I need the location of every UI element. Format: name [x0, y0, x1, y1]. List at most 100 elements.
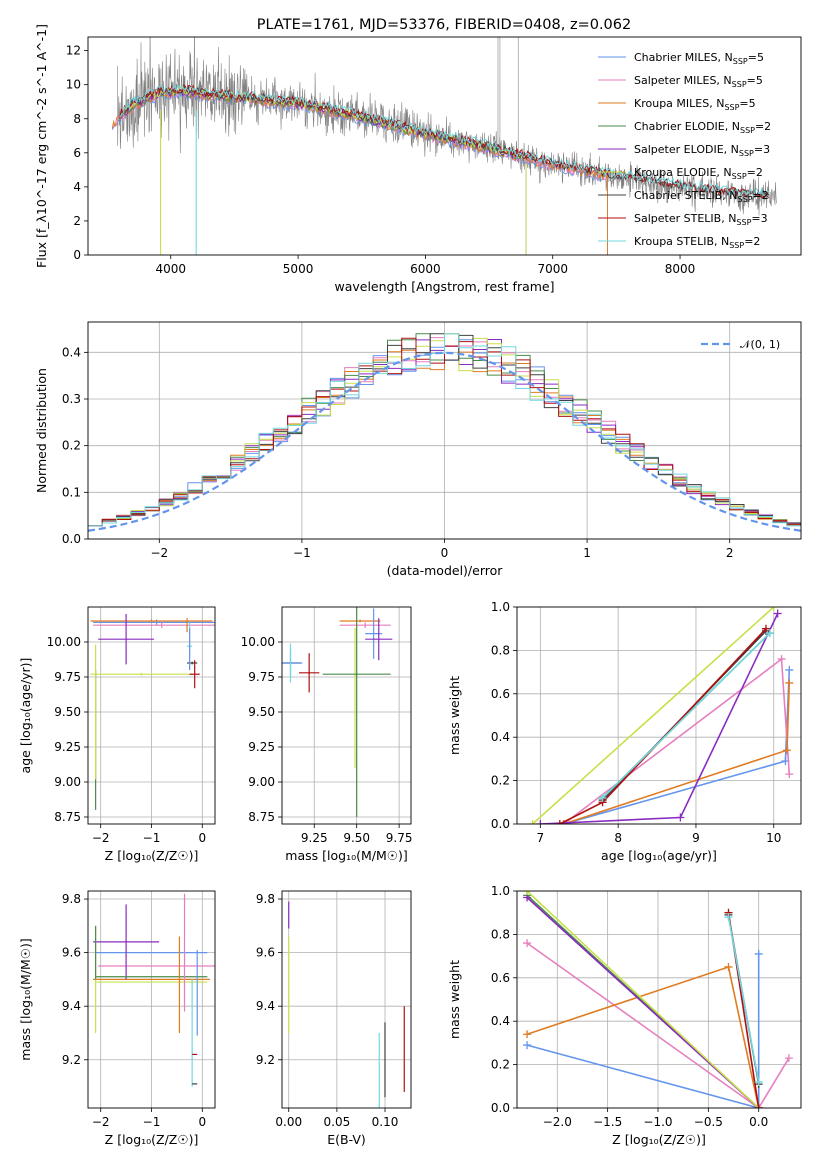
- residuals-frame: [87, 321, 802, 540]
- residuals-ytick-label: 0.1: [62, 485, 81, 499]
- residuals-xlabel: (data-model)/error: [387, 563, 504, 578]
- weight-point: [784, 1054, 793, 1063]
- weight-point: [724, 962, 733, 971]
- weight-vs-Z-ytick-label: 0.0: [491, 1101, 510, 1115]
- legend-entry: Salpeter STELIB, NSSP=3: [634, 212, 768, 227]
- spectrum-ytick-label: 4: [73, 180, 81, 194]
- spectrum-ytick-label: 0: [73, 248, 81, 262]
- spectrum-xlabel: wavelength [Angstrom, rest frame]: [334, 279, 554, 294]
- mass-vs-Z-panel: −2 −1 0 9.2 9.4 9.6 9.8 Z [log₁₀(Z/Z☉)] mass [lo…: [18, 890, 216, 1147]
- spectrum-xtick-label: 4000: [155, 262, 186, 276]
- residuals-ylabel: Normed distribution: [34, 368, 49, 493]
- weight-vs-Z-xtick-label: 0.0: [749, 1115, 768, 1129]
- mass-vs-EBV-xtick-label: 0.05: [324, 1115, 351, 1129]
- weight-vs-age-ytick-label: 0.2: [491, 774, 510, 788]
- weight-vs-age-frame: [516, 606, 802, 825]
- spectrum-xtick-label: 6000: [410, 262, 441, 276]
- weight-point: [765, 629, 774, 638]
- spectrum-title: PLATE=1761, MJD=53376, FIBERID=0408, z=0…: [257, 17, 631, 33]
- weight-vs-age-xtick-label: 9: [692, 831, 700, 845]
- residuals-marks: [88, 333, 801, 532]
- weight-point: [754, 1104, 763, 1108]
- mass-vs-EBV-ytick-label: 9.2: [256, 1053, 275, 1067]
- age-vs-Z-xtick-label: −1: [143, 831, 161, 845]
- mass-vs-EBV-xtick-label: 0.10: [372, 1115, 399, 1129]
- residuals-xtick-label: −2: [150, 546, 168, 560]
- residuals-panel: −2 −1 0 1 2 0.0 0.1 0.2 0.3 0.4 (data-model)/error…: [34, 321, 802, 578]
- age-vs-Z-ytick-label: 9.25: [54, 740, 81, 754]
- age-vs-mass-ytick-label: 9.00: [248, 775, 275, 789]
- mass-vs-Z-ylabel: mass [log₁₀(M/M☉)]: [18, 938, 33, 1060]
- weight-point: [785, 665, 794, 674]
- weight-point: [754, 949, 763, 958]
- age-vs-Z-grid: [88, 607, 215, 824]
- weight-line-kroupa-elodie: [526, 891, 760, 1108]
- residuals-xtick-label: 0: [441, 546, 449, 560]
- weight-vs-Z-ytick-label: 1.0: [491, 884, 510, 898]
- spectrum-ytick-label: 2: [73, 214, 81, 228]
- weight-point: [782, 746, 791, 755]
- normal-legend-label: 𝒩(0, 1): [740, 338, 780, 351]
- age-vs-Z-ylabel: age [log₁₀(age/yr)]: [18, 658, 33, 774]
- residuals-ytick-label: 0.4: [62, 345, 81, 359]
- weight-point: [523, 891, 532, 895]
- age-vs-mass-panel: 9.25 9.50 9.75 8.75 9.00 9.25 9.50 9.75 10.00 mas…: [241, 606, 413, 863]
- weight-point: [676, 813, 685, 822]
- weight-point: [773, 609, 782, 618]
- legend-entry: Chabrier MILES, NSSP=5: [634, 51, 764, 66]
- spectrum-model-kroupa-stelib: [119, 83, 770, 198]
- weight-line-kroupa-stelib: [602, 632, 771, 799]
- spectrum-model-chabrier-miles: [111, 91, 608, 182]
- weight-point: [785, 678, 794, 687]
- weight-vs-Z-ylabel: mass weight: [447, 960, 462, 1039]
- spectrum-ytick-label: 8: [73, 112, 81, 126]
- weight-vs-Z-marks: [523, 891, 793, 1108]
- weight-line-kroupa-elodie: [532, 607, 775, 824]
- weight-vs-age-ytick-label: 0.0: [491, 817, 510, 831]
- mass-vs-EBV-xtick-label: 0.00: [275, 1115, 302, 1129]
- spectrum-model-chabrier-stelib: [119, 85, 770, 198]
- weight-vs-age-ytick-label: 1.0: [491, 600, 510, 614]
- mass-vs-EBV-grid: [282, 891, 411, 1108]
- mass-vs-Z-marks: [93, 893, 215, 1087]
- mass-vs-EBV-frame: [281, 890, 412, 1109]
- weight-vs-Z-frame: [516, 890, 802, 1109]
- spectrum-xtick-label: 8000: [665, 262, 696, 276]
- spectrum-ytick-label: 10: [66, 78, 81, 92]
- age-vs-mass-xtick-label: 9.50: [343, 831, 370, 845]
- weight-line-chabrier-miles: [526, 953, 760, 1108]
- weight-point: [754, 1077, 763, 1086]
- residual-histogram-salpeter-stelib: [88, 337, 801, 527]
- weight-vs-Z-xlabel: Z [log₁₀(Z/Z☉)]: [612, 1132, 706, 1147]
- mass-vs-Z-xtick-label: −2: [92, 1115, 110, 1129]
- age-vs-Z-ytick-label: 8.75: [54, 810, 81, 824]
- legend-entry: Chabrier STELIB, NSSP=2: [634, 189, 769, 204]
- mass-vs-Z-ytick-label: 9.8: [62, 892, 81, 906]
- spectrum-ytick-label: 12: [66, 44, 81, 58]
- residuals-xtick-label: −1: [293, 546, 311, 560]
- age-vs-mass-ytick-label: 9.50: [248, 705, 275, 719]
- weight-point: [536, 820, 545, 824]
- weight-vs-age-xtick-label: 7: [537, 831, 545, 845]
- mass-vs-EBV-ytick-label: 9.8: [256, 892, 275, 906]
- weight-vs-Z-xtick-label: −2.0: [543, 1115, 572, 1129]
- weight-vs-age-xlabel: age [log₁₀(age/yr)]: [601, 848, 717, 863]
- mass-vs-Z-ytick-label: 9.6: [62, 946, 81, 960]
- age-vs-mass-xlabel: mass [log₁₀(M/M☉)]: [285, 848, 407, 863]
- weight-point: [523, 1041, 532, 1050]
- weight-point: [761, 624, 770, 633]
- weight-vs-age-xtick-label: 8: [614, 831, 622, 845]
- weight-point: [724, 913, 733, 922]
- age-vs-Z-panel: −2 −1 0 8.75 9.00 9.25 9.50 9.75 10.00 Z [log₁₀(Z…: [18, 606, 216, 863]
- weight-vs-Z-xtick-label: −1.5: [593, 1115, 622, 1129]
- weight-point: [785, 770, 794, 779]
- spectrum-xtick-label: 7000: [537, 262, 568, 276]
- age-vs-mass-marks: [282, 607, 393, 817]
- age-vs-mass-xtick-label: 9.75: [386, 831, 413, 845]
- residuals-ytick-label: 0.2: [62, 439, 81, 453]
- age-vs-Z-xtick-label: 0: [198, 831, 206, 845]
- legend-entry: Chabrier ELODIE, NSSP=2: [634, 120, 771, 135]
- weight-vs-Z-xtick-label: −0.5: [694, 1115, 723, 1129]
- weight-vs-age-ytick-label: 0.4: [491, 730, 510, 744]
